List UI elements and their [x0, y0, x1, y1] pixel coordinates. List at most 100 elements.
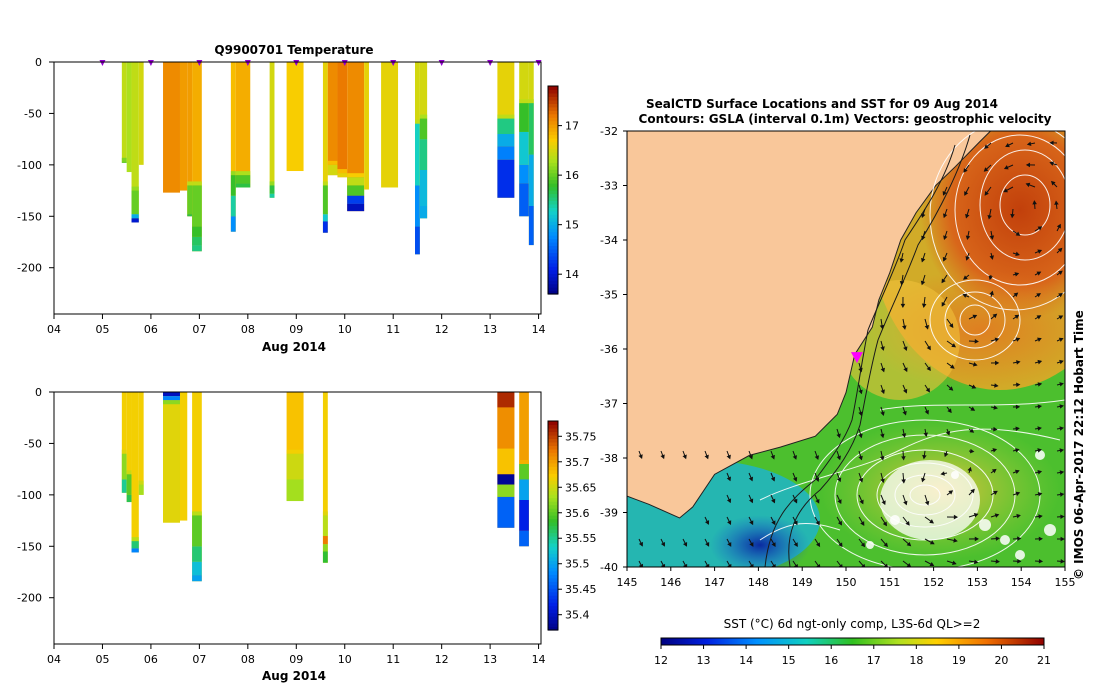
colorbar-segment [548, 602, 558, 607]
colorbar-segment [548, 508, 558, 513]
colorbar-tick-label: 15 [565, 219, 579, 232]
vector-head [1026, 141, 1032, 147]
vector-head [879, 456, 885, 461]
velocity-vector [902, 538, 912, 547]
salinity-x-ticks: 04 05 06 07 08 09 10 11 12 13 14 [47, 644, 546, 666]
colorbar-segment [548, 169, 558, 174]
vector-head [1058, 270, 1063, 275]
vector-head [771, 520, 776, 526]
vector-head [1037, 382, 1043, 387]
velocity-vector [902, 318, 907, 330]
profile-column [192, 392, 202, 582]
sst-field [627, 131, 1065, 567]
vector-head [951, 343, 957, 348]
vector-head [995, 536, 1000, 541]
x-tick-label: 07 [192, 653, 206, 666]
vector-head [1049, 140, 1054, 146]
velocity-vector [968, 314, 978, 320]
vector-head [1058, 337, 1064, 342]
colorbar-segment [548, 476, 558, 481]
velocity-vector [792, 450, 797, 460]
salinity-colorbar: 35.4 35.45 35.5 35.55 35.6 35.65 35.7 35.75 [547, 420, 597, 631]
profile-column [286, 62, 304, 172]
vector-head [1016, 382, 1021, 388]
colorbar-segment [548, 238, 558, 243]
vector-head [994, 337, 1000, 342]
velocity-vector [990, 313, 998, 320]
velocity-vector [836, 450, 841, 461]
colorbar-segment [548, 283, 558, 288]
profile-layer [528, 99, 534, 104]
colorbar-tick-label: 14 [565, 268, 579, 281]
vector-head [1049, 161, 1055, 166]
vector-head [749, 563, 754, 567]
profile-layer [519, 164, 529, 184]
colorbar-segment [548, 231, 558, 236]
colorbar-segment [548, 574, 558, 579]
profile-layer [230, 216, 236, 232]
vector-head [929, 561, 935, 566]
vector-head [837, 520, 842, 526]
vector-head [971, 384, 977, 389]
vector-head [925, 387, 930, 393]
colorbar-segment [548, 172, 558, 177]
colorbar-segment [548, 452, 558, 457]
vector-head [1015, 231, 1021, 236]
velocity-vector [1049, 140, 1058, 146]
lon-tick-label: 151 [879, 576, 900, 589]
profile-column [179, 62, 188, 191]
vector-head [1015, 448, 1020, 453]
vector-head [1013, 292, 1019, 297]
vector-head [1037, 249, 1043, 254]
colorbar-tick-label: 35.65 [565, 481, 597, 494]
vector-head [903, 388, 908, 394]
profile-layer [121, 161, 127, 163]
profile-layer [121, 479, 127, 493]
vector-head [903, 500, 908, 506]
velocity-vector [1056, 337, 1064, 342]
colorbar-segment [548, 214, 558, 219]
vector-head [989, 255, 994, 260]
colorbar-segment [548, 528, 558, 534]
profile-layer [322, 214, 328, 222]
colorbar-segment [548, 445, 558, 450]
vector-head [1017, 536, 1022, 541]
profile-layer [138, 484, 144, 495]
profile-layer [322, 551, 328, 563]
velocity-vector [1012, 314, 1020, 320]
colorbar-segment [548, 186, 558, 191]
profile-layer [131, 541, 139, 549]
profile [179, 62, 188, 191]
vector-head [1054, 200, 1059, 205]
profile-layer [187, 181, 193, 186]
profile-layer [419, 118, 428, 140]
profile [419, 62, 428, 219]
lat-tick-label: -36 [600, 343, 618, 356]
profile-column [131, 62, 139, 223]
colorbar-segment [548, 427, 558, 433]
vector-head [1010, 213, 1015, 219]
lon-tick-label: 149 [792, 576, 813, 589]
sst-cold-pool [710, 515, 810, 567]
vector-head [974, 339, 979, 344]
colorbar-segment [548, 262, 558, 267]
colorbar-segment [548, 120, 558, 125]
vector-head [899, 280, 905, 286]
profile-layer [337, 173, 348, 178]
profile [131, 62, 139, 223]
velocity-vector [968, 406, 976, 411]
velocity-vector [1034, 226, 1043, 232]
vector-head [945, 430, 951, 436]
velocity-vector [704, 538, 710, 547]
velocity-vector [1012, 272, 1020, 277]
salinity-panel: 04 05 06 07 08 09 10 11 12 13 14 0-50-100-150-200 … [17, 386, 596, 683]
vector-head [727, 542, 732, 547]
profile-layer [126, 470, 132, 475]
colorbar-segment [548, 200, 558, 205]
vector-head [901, 479, 906, 484]
profile [121, 62, 127, 163]
velocity-vector [968, 488, 975, 496]
sst-colorbar-tick-label: 21 [1037, 654, 1051, 667]
velocity-vector [924, 406, 929, 415]
velocity-vector [726, 450, 731, 460]
